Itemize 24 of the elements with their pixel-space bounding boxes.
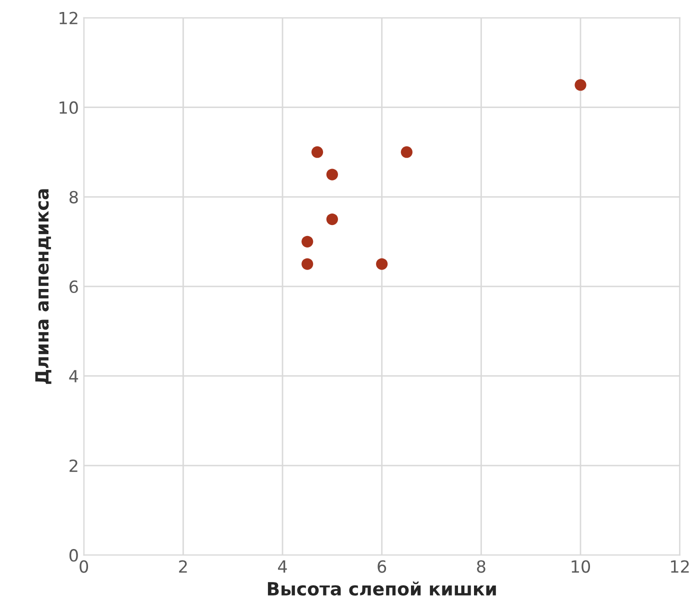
point (376, 258, 388, 270)
point (326, 168, 338, 180)
point (311, 146, 324, 158)
x-tick-label: 8 (477, 560, 486, 573)
y-tick-label: 4 (69, 370, 78, 382)
y-tick-label: 0 (69, 549, 78, 562)
point (302, 236, 314, 248)
y-tick-label: 12 (60, 12, 78, 24)
point (400, 146, 412, 158)
x-tick-label: 12 (671, 560, 689, 573)
point (326, 213, 338, 226)
point (574, 79, 586, 91)
x-tick-label: 10 (572, 560, 590, 573)
y-tick-label: 8 (70, 190, 78, 204)
x-tick-label: 0 (80, 560, 88, 573)
x-tick-label: 4 (278, 560, 287, 573)
y-tick-label: 6 (70, 280, 78, 293)
x-tick-label: 2 (179, 560, 187, 573)
point (302, 258, 314, 270)
x-tick-label: 6 (378, 560, 386, 573)
x-axis-title: Высота слепой кишки (268, 582, 496, 596)
y-tick-label: 10 (60, 101, 78, 114)
y-tick-label: 2 (70, 459, 78, 472)
y-axis-title: Длина аппендикса (35, 189, 52, 384)
